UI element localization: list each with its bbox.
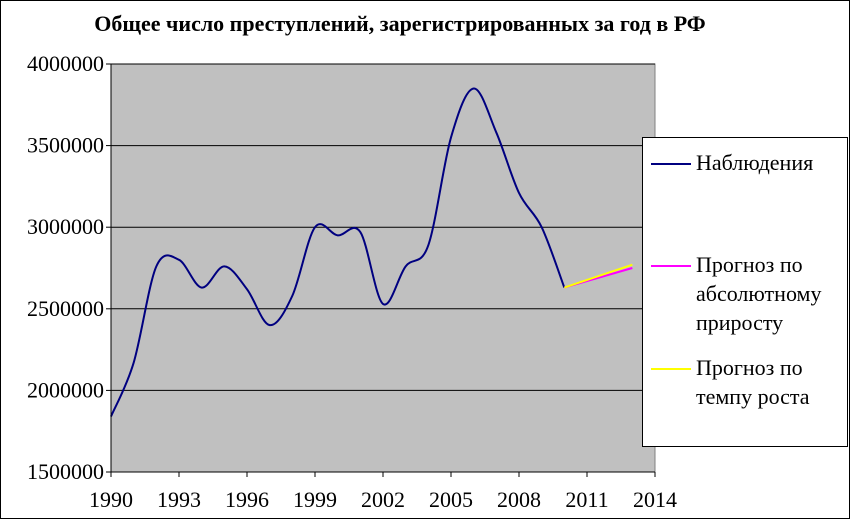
x-tick-label: 2008	[497, 487, 541, 512]
series-line-0	[110, 87, 566, 417]
gridlines	[111, 63, 655, 391]
legend-text-line: Прогноз по	[696, 252, 803, 277]
legend-text-line: Прогноз по	[696, 355, 803, 380]
series-lines	[110, 87, 633, 417]
y-tick-label: 3500000	[27, 133, 104, 158]
chart-title: Общее число преступлений, зарегистрирова…	[94, 11, 706, 36]
plot-area	[110, 63, 656, 473]
legend-text-line: темпу роста	[696, 384, 810, 409]
x-axis-tick-labels: 1990 1993 1996 1999 2002 2005 2008 2011 2014	[89, 472, 677, 512]
legend-text-line: приросту	[696, 310, 784, 335]
legend-line-observations	[651, 163, 691, 165]
y-tick-label: 4000000	[27, 51, 104, 76]
legend-line-forecast-absolute	[651, 265, 691, 267]
legend-label-observations: Наблюдения	[696, 148, 813, 177]
legend: Наблюдения Прогноз по абсолютному прирос…	[642, 137, 848, 447]
x-tick-label: 1993	[157, 487, 201, 512]
x-tick-label: 2005	[429, 487, 473, 512]
legend-text-line: абсолютному	[696, 281, 822, 306]
series-line-2	[564, 263, 633, 289]
x-tick-label: 1999	[293, 487, 337, 512]
x-tick-label: 2014	[633, 487, 677, 512]
legend-label-forecast-absolute: Прогноз по абсолютному приросту	[696, 250, 821, 337]
legend-label-forecast-rate: Прогноз по темпу роста	[696, 353, 810, 411]
y-tick-label: 1500000	[27, 459, 104, 484]
legend-line-forecast-rate	[651, 368, 691, 370]
y-tick-label: 2500000	[27, 296, 104, 321]
x-tick-label: 2002	[361, 487, 405, 512]
x-tick-label: 1996	[225, 487, 269, 512]
legend-text-line: Наблюдения	[696, 150, 814, 175]
y-tick-label: 2000000	[27, 377, 104, 402]
x-tick-label: 1990	[89, 487, 133, 512]
y-tick-label: 3000000	[27, 214, 104, 239]
x-tick-label: 2011	[565, 487, 608, 512]
y-axis-tick-labels: 1500000 2000000 2500000 3000000 3500000 40000…	[27, 51, 111, 484]
